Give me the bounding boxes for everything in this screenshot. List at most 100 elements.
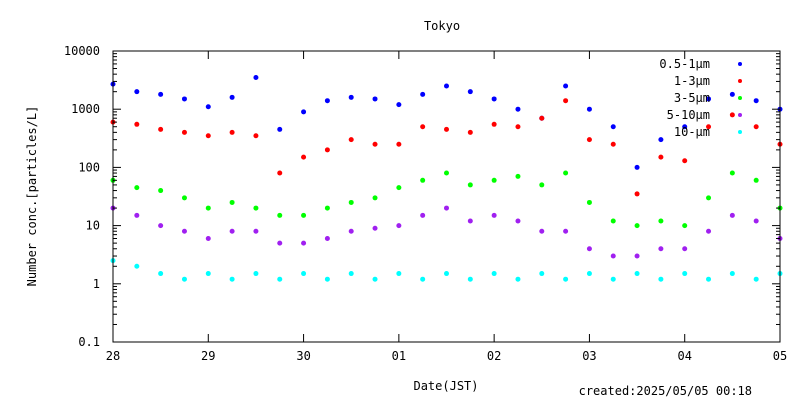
data-point xyxy=(491,96,497,102)
data-point xyxy=(467,182,473,188)
data-point xyxy=(205,236,211,242)
y-tick-label: 10 xyxy=(86,219,100,233)
data-point xyxy=(158,188,164,194)
x-tick-label: 02 xyxy=(487,349,501,363)
data-point xyxy=(229,129,235,135)
data-point xyxy=(181,96,187,102)
data-point xyxy=(301,240,307,246)
data-point xyxy=(348,137,354,143)
data-point xyxy=(729,170,735,176)
data-point xyxy=(444,170,449,176)
data-point xyxy=(467,218,473,224)
data-point xyxy=(515,218,521,224)
data-point xyxy=(658,246,664,252)
data-point xyxy=(134,212,140,218)
legend-item: 10-μm xyxy=(674,125,742,139)
legend-marker xyxy=(738,130,742,134)
data-point xyxy=(658,218,664,224)
legend-marker xyxy=(738,96,742,100)
data-point xyxy=(277,240,283,246)
data-point xyxy=(539,271,545,277)
data-point xyxy=(324,236,330,242)
x-tick-label: 03 xyxy=(582,349,596,363)
data-point xyxy=(229,94,235,100)
legend-marker xyxy=(738,62,742,66)
data-point xyxy=(634,271,640,277)
data-point xyxy=(515,276,521,282)
legend-marker xyxy=(738,113,742,117)
data-point xyxy=(181,129,187,135)
y-axis: 0.1 1 10 100 1000 10000 xyxy=(64,44,780,349)
data-point xyxy=(158,126,164,132)
legend: 0.5-1μm 1-3μm 3-5μm 5-10μm 10-μm xyxy=(659,57,742,139)
y-tick-label: 0.1 xyxy=(78,335,100,349)
data-point xyxy=(324,147,330,153)
data-point xyxy=(467,276,473,282)
legend-label: 1-3μm xyxy=(674,74,710,88)
data-point xyxy=(253,205,259,211)
data-point xyxy=(515,124,521,130)
data-point xyxy=(181,228,187,234)
data-point xyxy=(467,89,473,95)
x-tick-label: 30 xyxy=(296,349,310,363)
data-point xyxy=(753,177,759,183)
data-point xyxy=(610,218,616,224)
data-point xyxy=(277,212,283,218)
data-point xyxy=(634,191,640,197)
data-point xyxy=(324,205,330,211)
chart-title: Tokyo xyxy=(424,19,460,33)
data-point xyxy=(563,98,569,104)
data-point xyxy=(372,276,378,282)
x-tick-label: 28 xyxy=(106,349,120,363)
data-point xyxy=(158,271,164,277)
y-axis-label: Number conc.[particles/L] xyxy=(25,106,39,287)
data-point xyxy=(682,223,688,229)
data-point xyxy=(253,75,259,81)
legend-label: 10-μm xyxy=(674,125,710,139)
data-point xyxy=(634,253,640,259)
data-point xyxy=(706,124,712,130)
data-point xyxy=(634,164,640,170)
data-point xyxy=(467,129,473,135)
data-point xyxy=(610,253,616,259)
data-point xyxy=(753,124,759,130)
data-point xyxy=(610,141,616,147)
data-point xyxy=(301,109,307,115)
data-point xyxy=(277,276,283,282)
data-point xyxy=(586,199,592,205)
data-point xyxy=(634,223,640,229)
data-point xyxy=(444,83,449,89)
y-tick-label: 100 xyxy=(78,160,100,174)
x-tick-label: 04 xyxy=(677,349,691,363)
data-point xyxy=(539,182,545,188)
data-point xyxy=(515,173,521,179)
series-1-3um xyxy=(110,98,783,197)
data-point xyxy=(420,276,426,282)
series-10-um xyxy=(110,258,783,282)
data-point xyxy=(396,141,402,147)
data-point xyxy=(420,177,426,183)
data-point xyxy=(420,124,426,130)
data-point xyxy=(134,121,140,127)
x-tick-label: 29 xyxy=(201,349,215,363)
data-point xyxy=(753,98,759,104)
data-point xyxy=(301,212,307,218)
data-point xyxy=(682,246,688,252)
data-point xyxy=(205,104,211,110)
data-point xyxy=(515,106,521,112)
data-point xyxy=(253,133,259,139)
data-point xyxy=(706,276,712,282)
data-point xyxy=(586,106,592,112)
data-point xyxy=(491,271,497,277)
created-timestamp: created:2025/05/05 00:18 xyxy=(578,384,752,398)
data-point xyxy=(229,199,235,205)
y-tick-label: 1000 xyxy=(71,102,100,116)
legend-item: 5-10μm xyxy=(667,108,742,122)
data-point xyxy=(753,276,759,282)
legend-label: 5-10μm xyxy=(667,108,710,122)
data-point xyxy=(682,158,688,164)
data-point xyxy=(491,212,497,218)
data-point xyxy=(396,271,402,277)
data-point xyxy=(444,205,449,211)
x-axis: 28 29 30 01 02 03 04 05 xyxy=(106,51,787,363)
